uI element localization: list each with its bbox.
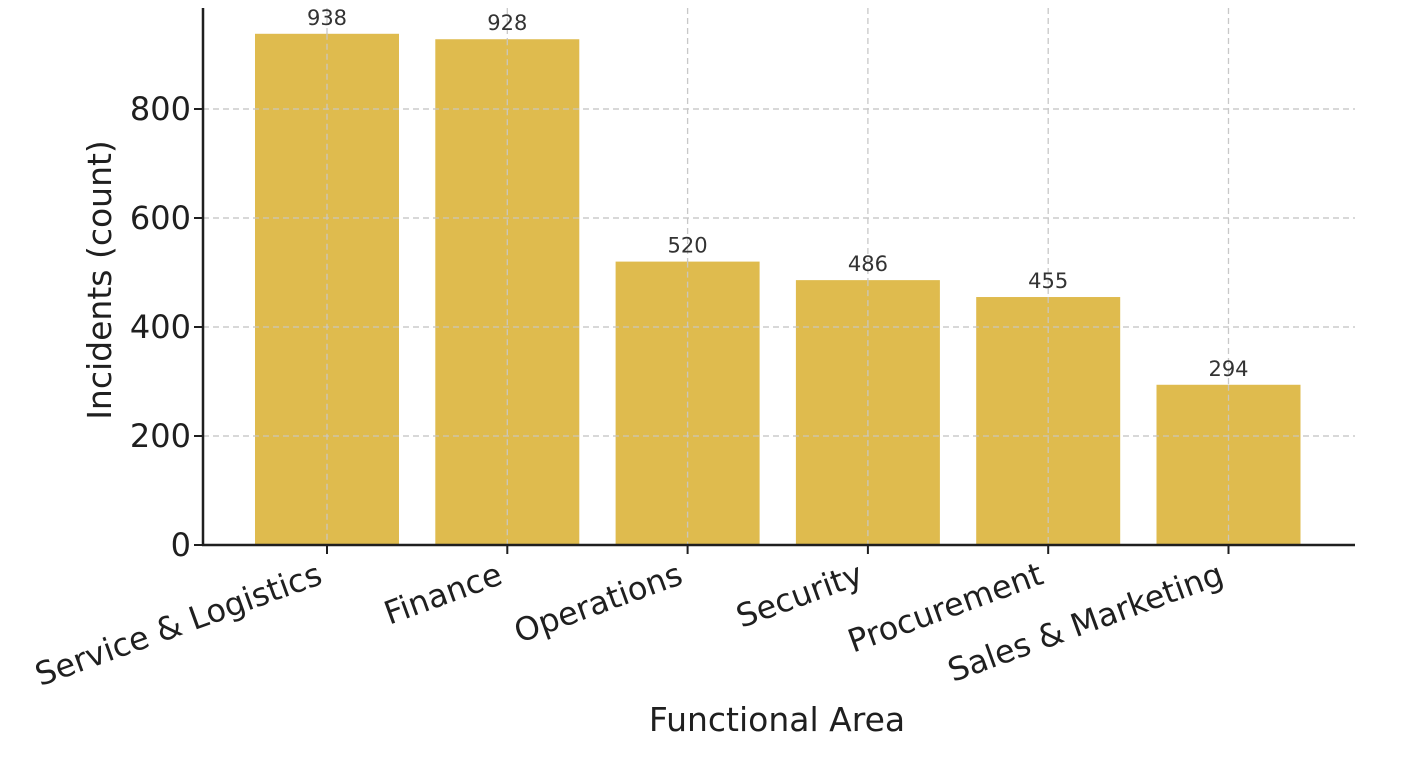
y-tick-label-800: 800 [130,90,191,128]
y-axis-title: Incidents (count) [80,140,119,420]
x-tick-label-2: Operations [509,555,687,651]
x-tick-label-0: Service & Logistics [30,555,327,694]
bars [203,33,1355,546]
data-label-3: 486 [848,252,888,276]
data-label-1: 928 [487,11,527,35]
axes [194,8,1355,554]
data-label-5: 294 [1208,357,1248,381]
x-axis-title: Functional Area [649,700,905,739]
data-label-4: 455 [1028,269,1068,293]
y-tick-label-600: 600 [130,199,191,237]
y-tick-label-400: 400 [130,308,191,346]
y-tick-label-200: 200 [130,417,191,455]
x-tick-label-1: Finance [379,555,507,633]
data-label-0: 938 [307,6,347,30]
data-label-2: 520 [668,234,708,258]
y-tick-label-0: 0 [171,526,191,564]
